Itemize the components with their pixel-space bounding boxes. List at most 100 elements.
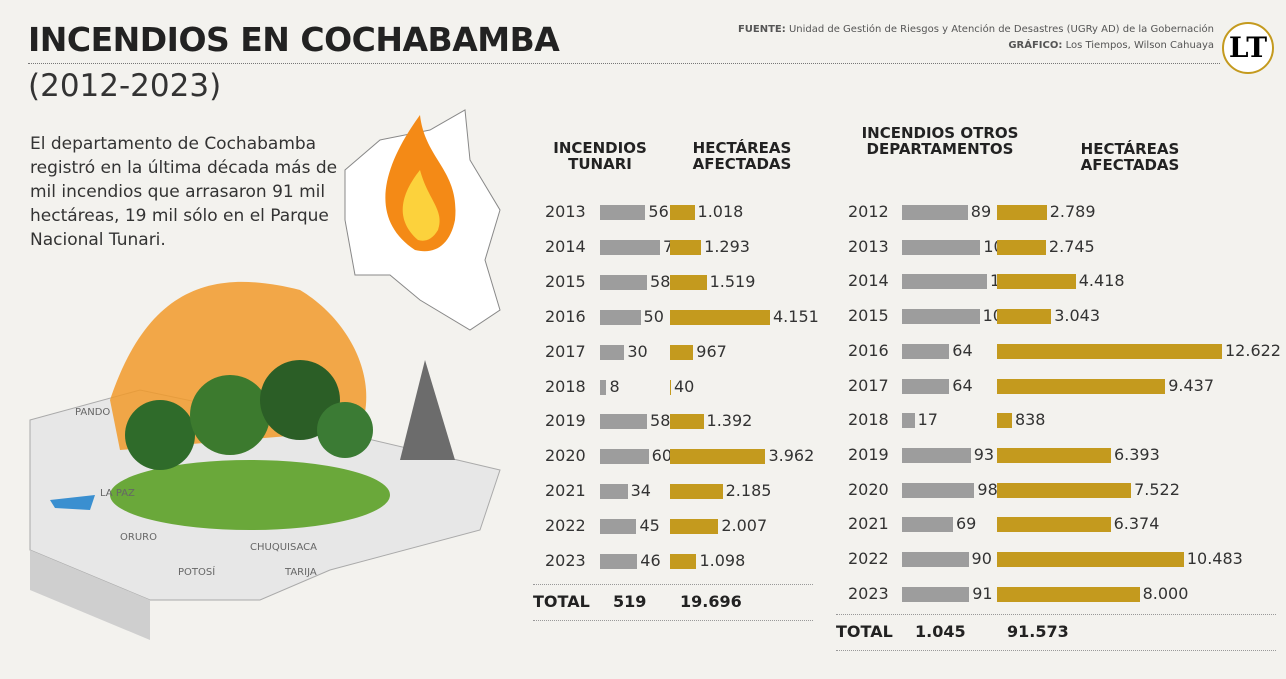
map-side (30, 550, 150, 640)
bar (902, 239, 981, 255)
total-value: 19.696 (680, 592, 742, 611)
bar (902, 378, 950, 394)
bar (997, 586, 1140, 602)
value-label: 2.185 (725, 481, 772, 501)
value-label: 60 (651, 446, 672, 466)
value-label: 40 (673, 376, 695, 396)
total-value: 91.573 (1007, 622, 1069, 641)
year-label: 2017 (848, 375, 889, 395)
year-label: 2018 (545, 376, 586, 396)
tree (317, 402, 373, 458)
credit-text: Los Tiempos, Wilson Cahuaya (1065, 40, 1214, 51)
year-label: 2013 (848, 236, 889, 256)
year-label: 2016 (545, 306, 586, 326)
value-label: 93 (973, 444, 995, 464)
value-label: 90 (971, 549, 992, 568)
bar (670, 484, 723, 500)
total-value: 519 (613, 592, 647, 611)
bar (902, 343, 950, 359)
tree (190, 375, 270, 455)
value-label: 56 (648, 202, 669, 221)
logo: LT (1222, 22, 1274, 74)
bar (670, 344, 694, 360)
value-label: 6.374 (1113, 514, 1160, 534)
bar (902, 586, 970, 602)
bar (902, 447, 971, 463)
year-label: 2015 (545, 271, 586, 291)
value-label: 58 (650, 411, 671, 431)
subtitle: (2012-2023) (28, 68, 222, 104)
value-label: 64 (952, 340, 973, 360)
value-label: 10.483 (1186, 549, 1243, 568)
illustration: PANDO LA PAZ ORURO POTOSÍ CHUQUISACA TAR… (29, 109, 501, 640)
value-label: 30 (627, 341, 648, 361)
bar (997, 413, 1012, 429)
year-label: 2015 (848, 306, 889, 326)
description: El departamento de Cochabamba registró e… (30, 134, 338, 250)
bar (997, 274, 1076, 290)
value-label: 50 (643, 306, 664, 326)
bar (902, 552, 969, 567)
separator (28, 63, 1220, 64)
map-label: POTOSÍ (178, 565, 215, 578)
bar (902, 205, 968, 220)
bar (670, 379, 671, 395)
value-label: 8 (609, 376, 620, 396)
year-label: 2022 (848, 549, 889, 568)
hill (110, 460, 390, 530)
year-label: 2023 (848, 583, 889, 603)
bar (600, 449, 649, 465)
year-label: 2016 (848, 340, 889, 360)
bar (600, 414, 648, 430)
separator (836, 614, 1276, 615)
bar (997, 239, 1046, 255)
bar (600, 554, 638, 569)
bar (997, 343, 1222, 359)
value-label: 89 (970, 202, 992, 221)
value-label: 91 (972, 583, 993, 603)
map-label: LA PAZ (100, 488, 135, 499)
value-label: 3.962 (768, 446, 815, 466)
bar (902, 274, 987, 290)
map-label: PANDO (75, 407, 110, 418)
value-label: 1.098 (699, 551, 746, 570)
bar (670, 274, 707, 290)
title: INCENDIOS EN COCHABAMBA (28, 20, 560, 59)
value-label: 64 (952, 375, 973, 395)
value-label: 838 (1014, 410, 1046, 430)
total-label: TOTAL (836, 622, 893, 641)
bar (670, 414, 704, 430)
bar (600, 205, 646, 220)
bar (902, 517, 953, 533)
year-label: 2014 (848, 271, 889, 291)
bar (997, 309, 1052, 325)
bar (600, 484, 628, 500)
burnt-tree (400, 360, 455, 460)
value-label: 7.522 (1134, 479, 1180, 499)
bar (997, 482, 1132, 498)
credit: GRÁFICO: Los Tiempos, Wilson Cahuaya (1008, 40, 1214, 51)
year-label: 2014 (545, 236, 586, 256)
year-label: 2022 (545, 516, 586, 536)
value-label: 45 (639, 516, 660, 536)
value-label: 1.519 (709, 271, 756, 291)
value-label: 12.622 (1225, 340, 1281, 360)
year-label: 2019 (545, 411, 586, 431)
value-label: 58 (650, 271, 671, 291)
bar (997, 517, 1111, 533)
year-label: 2012 (848, 202, 889, 221)
map-label: TARIJA (284, 567, 317, 578)
bar (997, 447, 1111, 463)
column-header: INCENDIOS OTROS DEPARTAMENTOS (861, 124, 1019, 158)
total-value: 1.045 (915, 622, 966, 641)
column-header: INCENDIOS TUNARI (553, 139, 647, 173)
value-label: 34 (630, 481, 651, 501)
bar (902, 482, 975, 498)
year-label: 2020 (545, 446, 586, 466)
value-label: 967 (696, 341, 727, 361)
value-label: 3.043 (1054, 306, 1101, 326)
bar (600, 344, 625, 360)
value-label: 4.151 (773, 306, 819, 326)
bar (902, 413, 915, 429)
